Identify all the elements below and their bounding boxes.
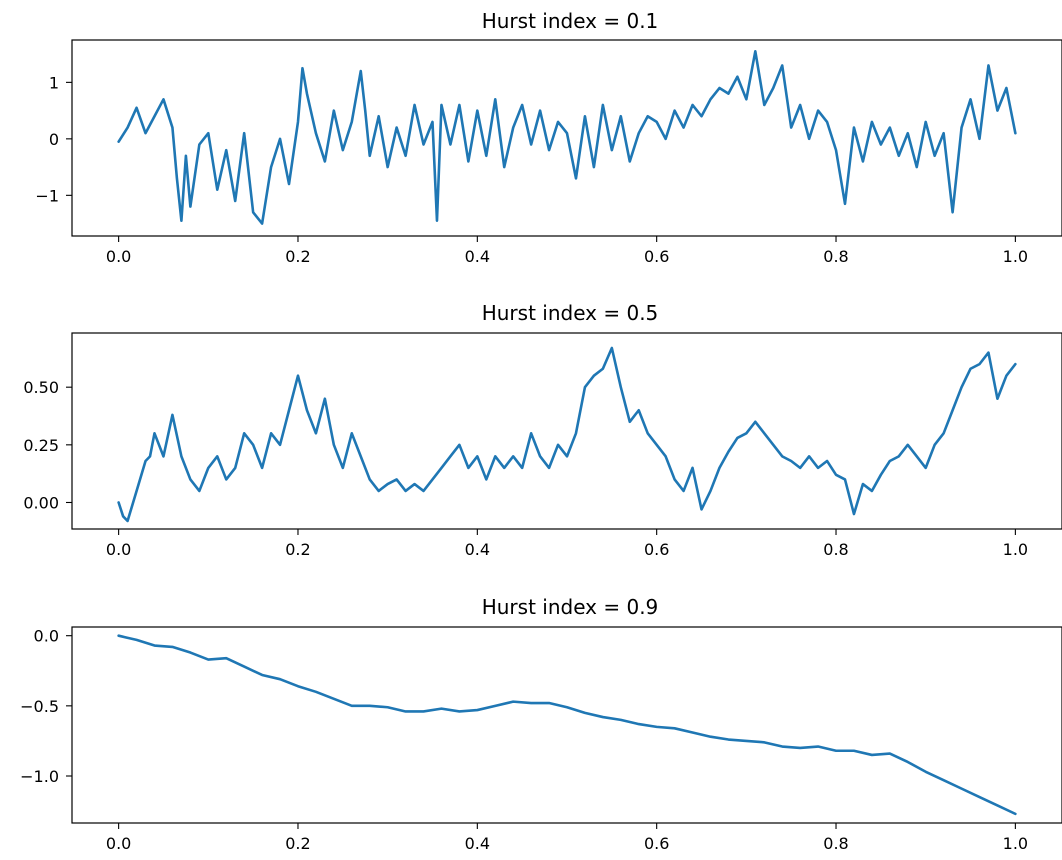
subplot-3-ytick-label: −0.5 xyxy=(20,697,59,716)
subplot-3-xtick-label: 1.0 xyxy=(1003,834,1028,853)
subplot-1-ytick-label: 1 xyxy=(49,73,59,92)
subplot-3-series-line-1 xyxy=(117,634,1017,816)
subplot-3-axes xyxy=(71,626,1062,824)
subplot-2-ytick-label: 0.00 xyxy=(23,493,59,512)
subplot-3-ticks: 0.0 0.2 0.4 0.6 0.8 1.0 0.0 −0.5 −1.0 xyxy=(20,627,1028,853)
subplot-1-xtick-label: 0.2 xyxy=(285,247,310,266)
subplot-2-series-line-1 xyxy=(117,346,1017,523)
subplot-2-title: Hurst index = 0.5 xyxy=(482,301,659,325)
subplot-3: Hurst index = 0.9 0.0 0.2 0.4 0.6 0.8 1.0 0.0 −… xyxy=(20,595,1062,853)
subplot-2-axes xyxy=(71,332,1062,530)
subplot-2-xtick-label: 0.6 xyxy=(644,540,669,559)
subplot-2-ytick-label: 0.50 xyxy=(23,378,59,397)
subplot-3-xtick-label: 0.8 xyxy=(823,834,848,853)
subplot-3-series xyxy=(117,634,1017,816)
subplot-1-title: Hurst index = 0.1 xyxy=(482,9,659,33)
subplot-1-ticks: 0.0 0.2 0.4 0.6 0.8 1.0 1 0 −1 xyxy=(35,73,1028,266)
subplot-2-ticks: 0.0 0.2 0.4 0.6 0.8 1.0 0.50 0.25 0.00 xyxy=(23,378,1028,559)
subplot-2: Hurst index = 0.5 0.0 0.2 0.4 0.6 0.8 1.0 0.50… xyxy=(23,301,1062,559)
subplot-3-ytick-label: 0.0 xyxy=(34,627,59,646)
subplot-3-xtick-label: 0.2 xyxy=(285,834,310,853)
subplot-1: Hurst index = 0.1 0.0 0.2 0.4 0.6 0.8 1.0 1 0 −1 xyxy=(35,9,1062,266)
subplot-1-xtick-label: 0.8 xyxy=(823,247,848,266)
subplot-2-xtick-label: 0.2 xyxy=(285,540,310,559)
subplot-2-series xyxy=(117,346,1017,523)
subplot-2-ytick-label: 0.25 xyxy=(23,436,59,455)
subplot-1-xtick-label: 0.6 xyxy=(644,247,669,266)
subplot-2-xtick-label: 0.8 xyxy=(823,540,848,559)
subplot-3-xtick-label: 0.0 xyxy=(106,834,131,853)
subplot-1-ytick-label: 0 xyxy=(49,130,59,149)
subplot-3-ytick-label: −1.0 xyxy=(20,767,59,786)
subplot-1-xtick-label: 0.0 xyxy=(106,247,131,266)
subplot-3-xtick-label: 0.6 xyxy=(644,834,669,853)
subplot-1-ytick-label: −1 xyxy=(35,186,59,205)
subplot-2-xtick-label: 0.4 xyxy=(465,540,490,559)
subplot-1-xtick-label: 1.0 xyxy=(1003,247,1028,266)
subplot-1-xtick-label: 0.4 xyxy=(465,247,490,266)
subplot-1-series-line-1 xyxy=(117,49,1017,225)
subplot-3-xtick-label: 0.4 xyxy=(465,834,490,853)
subplot-2-xtick-label: 0.0 xyxy=(106,540,131,559)
subplot-2-xtick-label: 1.0 xyxy=(1003,540,1028,559)
subplot-1-series xyxy=(117,49,1017,225)
subplot-1-axes xyxy=(71,39,1062,237)
subplot-3-title: Hurst index = 0.9 xyxy=(482,595,659,619)
